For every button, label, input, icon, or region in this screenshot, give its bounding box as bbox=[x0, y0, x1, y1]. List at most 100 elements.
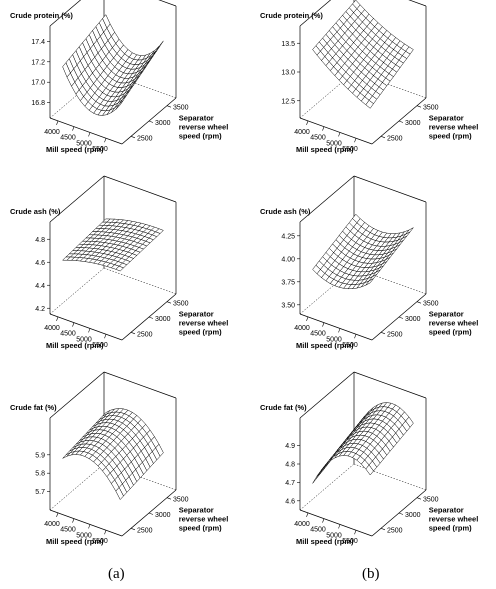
box-edge bbox=[103, 371, 177, 399]
y-tick-label: 2500 bbox=[137, 527, 153, 534]
surface-cell bbox=[115, 265, 124, 272]
y-tick-mark bbox=[166, 301, 172, 304]
y-axis-label-line: Separator bbox=[179, 506, 214, 515]
surface-cell bbox=[115, 487, 124, 500]
y-tick-mark bbox=[416, 301, 422, 304]
box-edge bbox=[353, 175, 427, 203]
x-axis-label: Mill speed (rpm) bbox=[46, 341, 104, 350]
z-tick-label: 3.75 bbox=[281, 279, 295, 286]
x-tick-label: 5500 bbox=[92, 538, 108, 545]
x-tick-label: 5500 bbox=[342, 146, 358, 153]
box-edge bbox=[49, 463, 105, 511]
surface-cell bbox=[365, 100, 374, 109]
y-axis-label-line: reverse wheel bbox=[429, 319, 479, 328]
box-edge bbox=[103, 267, 177, 295]
x-tick-label: 5000 bbox=[326, 140, 342, 147]
y-axis-label-line: speed (rpm) bbox=[179, 524, 222, 533]
x-tick-label: 4500 bbox=[310, 331, 326, 338]
x-tick-label: 5500 bbox=[92, 342, 108, 349]
x-tick-mark bbox=[306, 512, 309, 517]
x-axis-label: Mill speed (rpm) bbox=[46, 145, 104, 154]
y-axis-label-line: Separator bbox=[179, 114, 214, 123]
z-tick-label: 4.7 bbox=[285, 480, 295, 487]
y-tick-label: 3000 bbox=[405, 512, 421, 519]
x-tick-mark bbox=[56, 512, 59, 517]
y-axis-label-line: reverse wheel bbox=[429, 515, 479, 524]
z-tick-label: 4.6 bbox=[285, 498, 295, 505]
x-tick-label: 5500 bbox=[92, 146, 108, 153]
chart-title: Crude protein (%) bbox=[260, 11, 323, 20]
caption-b: (b) bbox=[362, 566, 380, 582]
y-tick-label: 3000 bbox=[155, 512, 171, 519]
x-axis-line bbox=[49, 313, 123, 341]
x-tick-label: 4500 bbox=[310, 527, 326, 534]
z-tick-label: 3.50 bbox=[281, 302, 295, 309]
y-tick-label: 2500 bbox=[387, 135, 403, 142]
x-tick-label: 5000 bbox=[76, 532, 92, 539]
x-tick-label: 5000 bbox=[326, 336, 342, 343]
y-tick-mark bbox=[398, 512, 404, 515]
x-tick-mark bbox=[72, 322, 75, 327]
x-tick-label: 4000 bbox=[294, 325, 310, 332]
z-tick-label: 4.4 bbox=[35, 283, 45, 290]
box-edge bbox=[353, 371, 427, 399]
z-tick-label: 4.25 bbox=[281, 233, 295, 240]
y-tick-label: 3500 bbox=[423, 105, 439, 112]
chart-title: Crude fat (%) bbox=[260, 403, 307, 412]
y-tick-mark bbox=[398, 120, 404, 123]
y-tick-mark bbox=[380, 528, 386, 531]
z-tick-label: 5.9 bbox=[35, 452, 45, 459]
y-tick-label: 3500 bbox=[173, 497, 189, 504]
box-edge bbox=[299, 463, 355, 511]
x-tick-mark bbox=[56, 316, 59, 321]
x-tick-label: 5000 bbox=[76, 336, 92, 343]
x-tick-label: 4000 bbox=[44, 325, 60, 332]
y-tick-mark bbox=[148, 512, 154, 515]
y-tick-mark bbox=[130, 332, 136, 335]
z-tick-label: 12.5 bbox=[281, 98, 295, 105]
y-tick-mark bbox=[416, 105, 422, 108]
x-tick-mark bbox=[322, 518, 325, 523]
surface-cell bbox=[115, 99, 124, 110]
chart-title: Crude ash (%) bbox=[260, 207, 311, 216]
surface-cell bbox=[365, 278, 374, 286]
x-axis-line bbox=[299, 313, 373, 341]
x-tick-mark bbox=[88, 524, 91, 529]
x-tick-label: 5000 bbox=[326, 532, 342, 539]
z-tick-label: 17.0 bbox=[31, 80, 45, 87]
x-tick-label: 4500 bbox=[60, 527, 76, 534]
box-edge bbox=[408, 0, 427, 7]
z-tick-label: 13.5 bbox=[281, 41, 295, 48]
x-tick-label: 4000 bbox=[294, 521, 310, 528]
x-tick-label: 4500 bbox=[60, 135, 76, 142]
z-tick-label: 16.8 bbox=[31, 100, 45, 107]
box-edge bbox=[49, 267, 105, 315]
x-axis-label: Mill speed (rpm) bbox=[46, 537, 104, 546]
x-tick-mark bbox=[338, 132, 341, 137]
x-tick-mark bbox=[88, 328, 91, 333]
x-tick-mark bbox=[322, 322, 325, 327]
chart-title: Crude ash (%) bbox=[10, 207, 61, 216]
z-tick-label: 4.8 bbox=[35, 237, 45, 244]
y-tick-mark bbox=[166, 105, 172, 108]
x-axis-line bbox=[49, 509, 123, 537]
x-tick-mark bbox=[338, 524, 341, 529]
y-axis-label-line: speed (rpm) bbox=[429, 328, 472, 337]
chart-title: Crude fat (%) bbox=[10, 403, 57, 412]
y-axis-label-line: reverse wheel bbox=[179, 123, 229, 132]
y-tick-mark bbox=[148, 316, 154, 319]
x-tick-mark bbox=[306, 316, 309, 321]
x-tick-mark bbox=[56, 120, 59, 125]
y-axis-label-line: Separator bbox=[429, 310, 464, 319]
x-tick-mark bbox=[354, 138, 357, 143]
x-axis-label: Mill speed (rpm) bbox=[296, 537, 354, 546]
box-edge bbox=[299, 175, 355, 223]
y-tick-label: 2500 bbox=[387, 331, 403, 338]
x-tick-label: 4500 bbox=[310, 135, 326, 142]
x-tick-mark bbox=[322, 126, 325, 131]
x-axis-line bbox=[299, 509, 373, 537]
z-tick-label: 4.8 bbox=[285, 462, 295, 469]
box-edge bbox=[299, 0, 332, 27]
y-axis-label-line: reverse wheel bbox=[429, 123, 479, 132]
box-edge bbox=[49, 0, 82, 27]
